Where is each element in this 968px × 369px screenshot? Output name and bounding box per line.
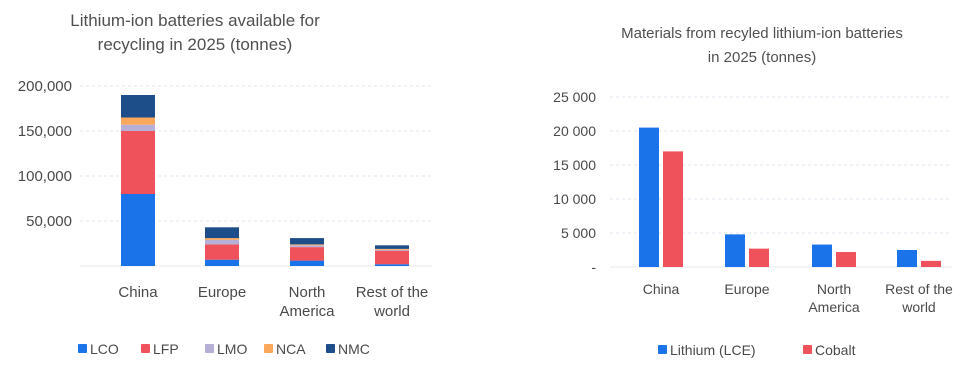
chart1-category-label: North [289, 284, 326, 301]
chart1-legend-swatch [205, 344, 214, 353]
chart1-legend-swatch [264, 344, 273, 353]
chart2-ytick-label: - [591, 259, 596, 275]
chart1-ytick-label: 200,000 [18, 78, 72, 95]
chart2-bar-0-3 [897, 250, 917, 267]
chart1-category-label: America [279, 303, 335, 320]
chart1-bar-lfp-3 [375, 250, 409, 265]
chart1-bar-nmc-0 [121, 95, 155, 118]
chart1-bar-lmo-3 [375, 249, 409, 251]
chart2-ytick-label: 5 000 [561, 225, 596, 241]
chart2-legend-label: Cobalt [815, 342, 856, 358]
chart2-category-label: America [808, 299, 860, 315]
chart1-bar-lmo-1 [205, 239, 239, 245]
chart2-ytick-label: 20 000 [553, 123, 596, 139]
chart2-bar-1-0 [663, 151, 683, 267]
chart2-legend-label: Lithium (LCE) [670, 342, 756, 358]
chart1-ytick-label: 150,000 [18, 123, 72, 140]
chart2-legend-swatch [658, 345, 667, 354]
chart1-bar-lco-2 [290, 260, 324, 266]
chart1-legend-swatch [78, 344, 87, 353]
chart1-bar-nmc-2 [290, 238, 324, 245]
chart1-ytick-label: 50,000 [26, 213, 72, 230]
chart2-bar-1-3 [921, 260, 941, 267]
chart1-bar-lmo-2 [290, 245, 324, 248]
chart1-bar-nmc-1 [205, 227, 239, 239]
chart2-bar-0-1 [725, 234, 745, 267]
chart1-bar-lfp-0 [121, 131, 155, 194]
chart1-title-line: Lithium-ion batteries available for [70, 11, 320, 30]
chart2-category-label: China [643, 281, 680, 297]
chart2-category-label: Rest of the [885, 281, 953, 297]
chart1-bar-nca-1 [205, 238, 239, 240]
chart2-legend-swatch [803, 345, 812, 354]
chart2-bar-1-1 [749, 248, 769, 267]
chart1-bar-lfp-2 [290, 247, 324, 261]
chart1-category-label: Europe [198, 284, 246, 301]
chart1-bar-nca-2 [290, 244, 324, 246]
chart1-legend-label: LFP [153, 341, 179, 357]
chart1-legend-swatch [326, 344, 335, 353]
chart1-category-label: China [118, 284, 158, 301]
chart1-legend-label: LMO [217, 341, 247, 357]
chart1-legend-label: LCO [90, 341, 119, 357]
chart1-bar-nmc-3 [375, 245, 409, 249]
chart2-title-line: Materials from recyled lithium-ion batte… [621, 25, 903, 42]
chart1-legend-swatch [141, 344, 150, 353]
chart2-category-label: Europe [724, 281, 769, 297]
chart2-ytick-label: 25 000 [553, 89, 596, 105]
chart2-ytick-label: 10 000 [553, 191, 596, 207]
chart1-ytick-label: 100,000 [18, 168, 72, 185]
chart1-bar-lmo-0 [121, 124, 155, 131]
chart1-bar-lco-1 [205, 259, 239, 266]
chart1-legend-label: NCA [276, 341, 306, 357]
chart2-bar-0-2 [812, 244, 832, 267]
chart2-category-label: world [901, 299, 935, 315]
chart1-category-label: Rest of the [356, 284, 429, 301]
chart1-category-label: world [373, 303, 410, 320]
chart1-bar-lco-0 [121, 194, 155, 266]
chart1-title-line: recycling in 2025 (tonnes) [98, 35, 293, 54]
chart1-bar-lfp-1 [205, 244, 239, 260]
chart1-bar-nca-0 [121, 117, 155, 125]
chart2-category-label: North [817, 281, 851, 297]
chart2-bar-1-2 [836, 252, 856, 267]
chart2-ytick-label: 15 000 [553, 157, 596, 173]
chart1-bar-nca-3 [375, 248, 409, 250]
chart1-bar-lco-3 [375, 264, 409, 266]
chart2-title-line: in 2025 (tonnes) [708, 49, 816, 66]
chart1-legend-label: NMC [338, 341, 370, 357]
chart2-bar-0-0 [639, 127, 659, 267]
